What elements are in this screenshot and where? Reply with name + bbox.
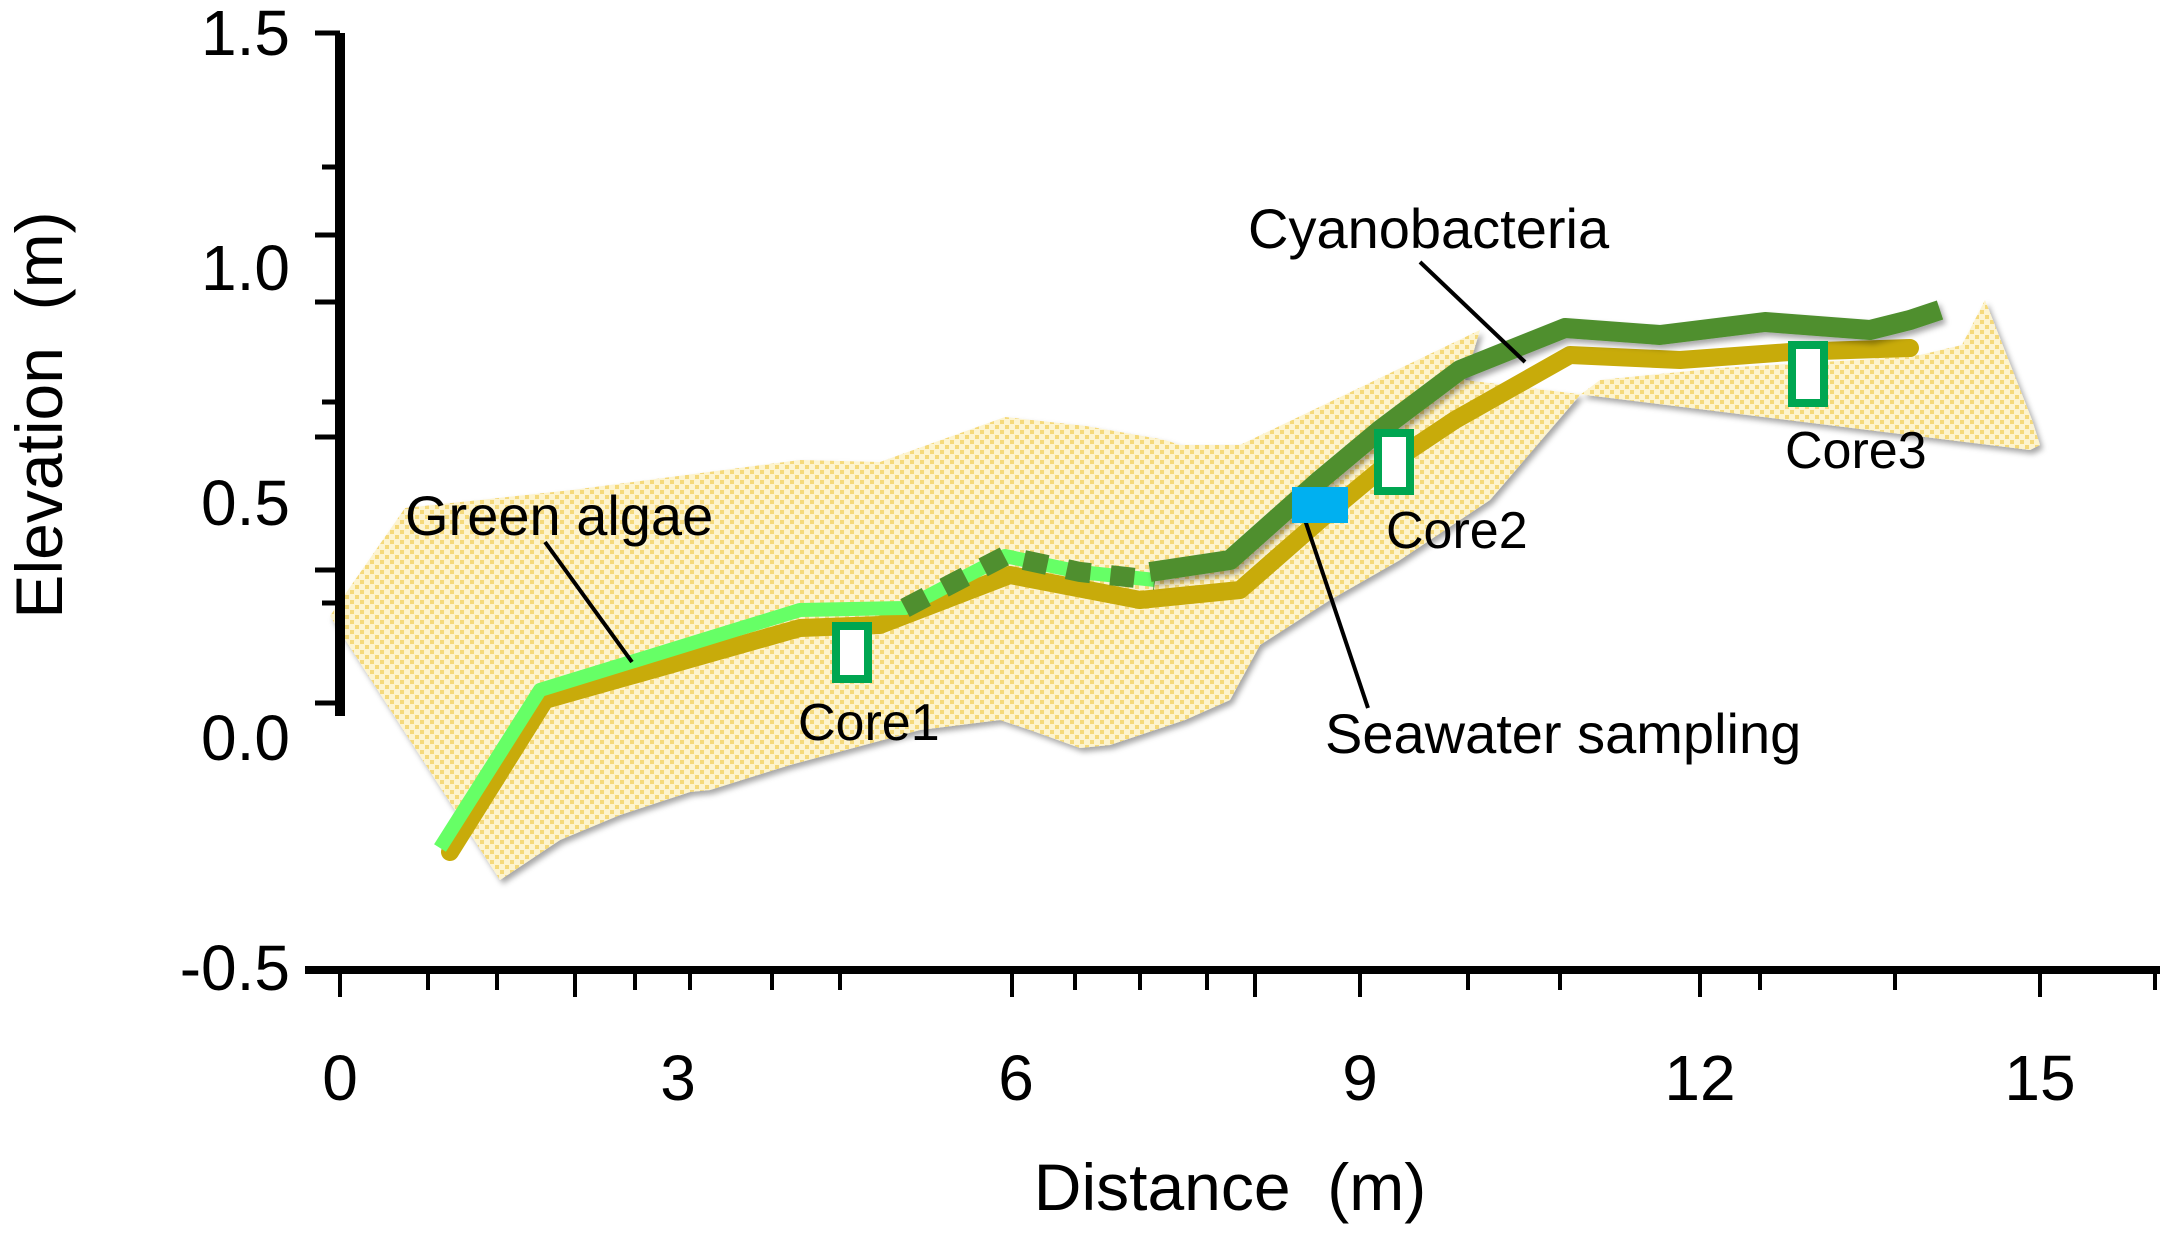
seawater-sampling-marker — [1292, 487, 1348, 523]
core2-label: Core2 — [1386, 502, 1528, 560]
x-tick-label: 9 — [1342, 1042, 1378, 1114]
y-tick-label: 1.5 — [201, 0, 290, 69]
core3-label: Core3 — [1785, 422, 1927, 480]
y-tick-label: 1.0 — [201, 232, 290, 304]
x-tick-label: 12 — [1664, 1042, 1735, 1114]
sediment-top-band — [441, 339, 1919, 861]
core2-marker — [1374, 429, 1414, 495]
green-algae-label: Green algae — [405, 484, 713, 547]
y-tick-label: 0.0 — [201, 702, 290, 774]
x-tick-label: 15 — [2004, 1042, 2075, 1114]
y-axis-title: Elevation (m) — [2, 211, 76, 618]
y-tick-label: 0.5 — [201, 467, 290, 539]
green-algae-leader — [543, 540, 634, 664]
cyanobacteria-leader — [1418, 260, 1527, 364]
seawater-sampling-label: Seawater sampling — [1325, 702, 1801, 765]
core3-marker — [1788, 341, 1828, 407]
y-tick-label: -0.5 — [180, 932, 290, 1004]
x-axis — [305, 966, 2160, 997]
seawater-leader — [1303, 519, 1370, 709]
cyanobacteria-label: Cyanobacteria — [1248, 197, 1610, 260]
y-axis — [315, 30, 345, 716]
cyanobacteria-line — [1148, 300, 1944, 582]
cyanobacteria-patchy-line — [900, 545, 1157, 617]
x-tick-label: 0 — [322, 1042, 358, 1114]
core1-label: Core1 — [798, 694, 940, 752]
x-tick-label: 6 — [998, 1042, 1034, 1114]
core1-marker — [832, 622, 872, 683]
x-axis-title: Distance (m) — [1034, 1150, 1426, 1224]
x-tick-label: 3 — [660, 1042, 696, 1114]
